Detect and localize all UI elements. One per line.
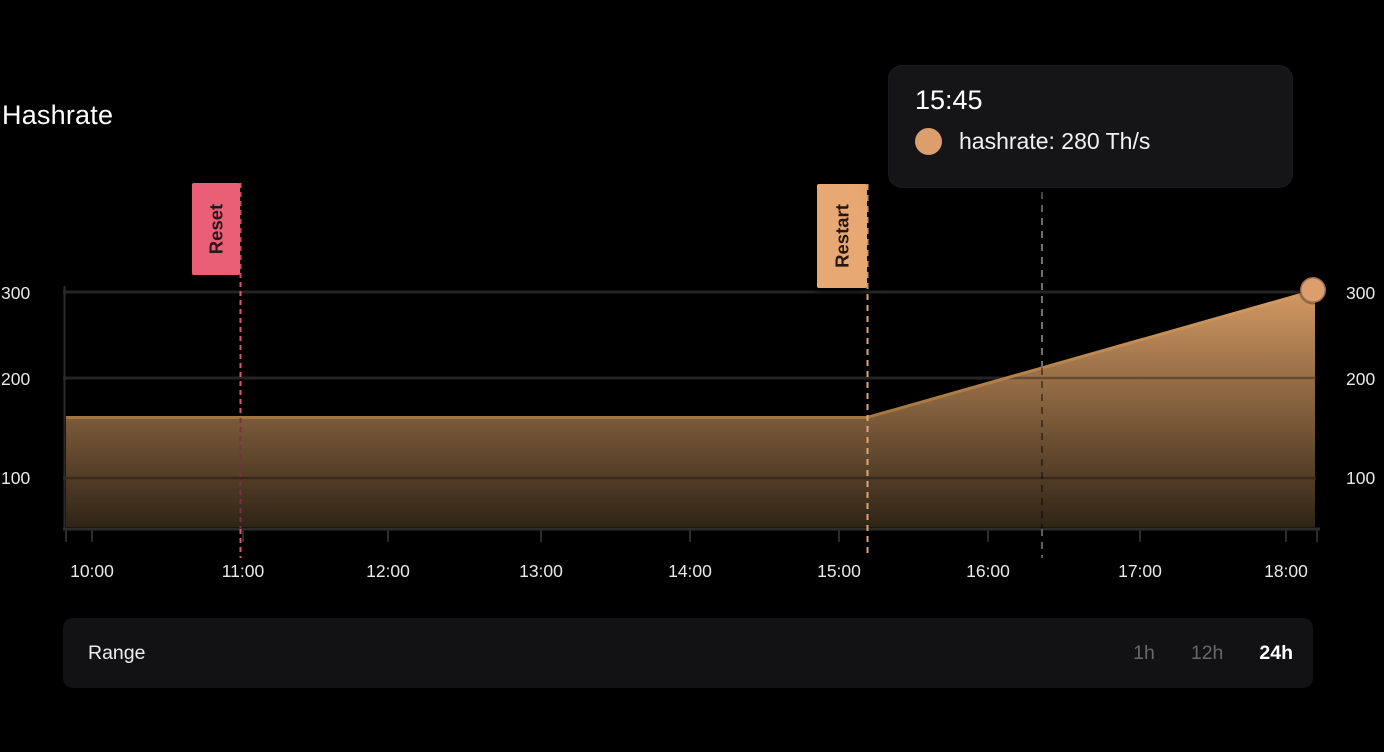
data-point-marker <box>1298 275 1328 305</box>
range-option-1h[interactable]: 1h <box>1133 641 1155 664</box>
hashrate-chart[interactable]: Reset Restart 300 200 100 300 200 100 <box>0 0 1384 608</box>
x-axis-ticks <box>65 530 1318 542</box>
page-title: Hashrate <box>2 100 114 130</box>
x-label-18: 18:00 <box>1264 561 1308 581</box>
reset-flag[interactable] <box>192 183 240 275</box>
y-right-200: 200 <box>1346 369 1375 389</box>
x-label-11: 11:00 <box>222 561 265 581</box>
restart-flag-label: Restart <box>832 204 853 268</box>
x-label-14: 14:00 <box>668 561 712 581</box>
tooltip-series-row: hashrate: 280 Th/s <box>915 128 1266 156</box>
tooltip-time: 15:45 <box>915 85 983 115</box>
tooltip-series-value: hashrate: 280 Th/s <box>959 128 1151 155</box>
range-label: Range <box>88 641 146 664</box>
y-axis-labels-left: 300 200 100 <box>1 283 30 488</box>
x-axis-labels: 10:00 11:00 12:00 13:00 14:00 15:00 16:0… <box>70 561 1308 581</box>
area-series-hashrate <box>66 290 1315 527</box>
range-options: 1h 12h 24h <box>1133 642 1293 665</box>
x-label-10: 10:00 <box>70 561 114 581</box>
annotation-restart[interactable]: Restart <box>817 184 869 558</box>
y-left-300: 300 <box>1 283 30 303</box>
reset-flag-label: Reset <box>206 204 227 254</box>
annotation-reset[interactable]: Reset <box>192 183 242 558</box>
y-left-100: 100 <box>1 468 30 488</box>
y-left-200: 200 <box>1 369 30 389</box>
y-axis-labels-right: 300 200 100 <box>1346 283 1375 488</box>
series-dot-icon <box>915 128 942 156</box>
x-label-13: 13:00 <box>519 561 563 581</box>
range-selector-bar: Range 1h 12h 24h <box>63 618 1313 688</box>
x-label-16: 16:00 <box>966 561 1010 581</box>
chart-tooltip: 15:45 hashrate: 280 Th/s <box>888 65 1293 188</box>
x-label-17: 17:00 <box>1118 561 1162 581</box>
x-label-12: 12:00 <box>366 561 410 581</box>
range-option-12h[interactable]: 12h <box>1190 641 1224 664</box>
x-label-15: 15:00 <box>817 561 861 581</box>
y-right-300: 300 <box>1346 283 1375 303</box>
restart-flag[interactable] <box>817 184 867 288</box>
y-right-100: 100 <box>1346 468 1375 488</box>
range-option-24h[interactable]: 24h <box>1259 641 1293 664</box>
